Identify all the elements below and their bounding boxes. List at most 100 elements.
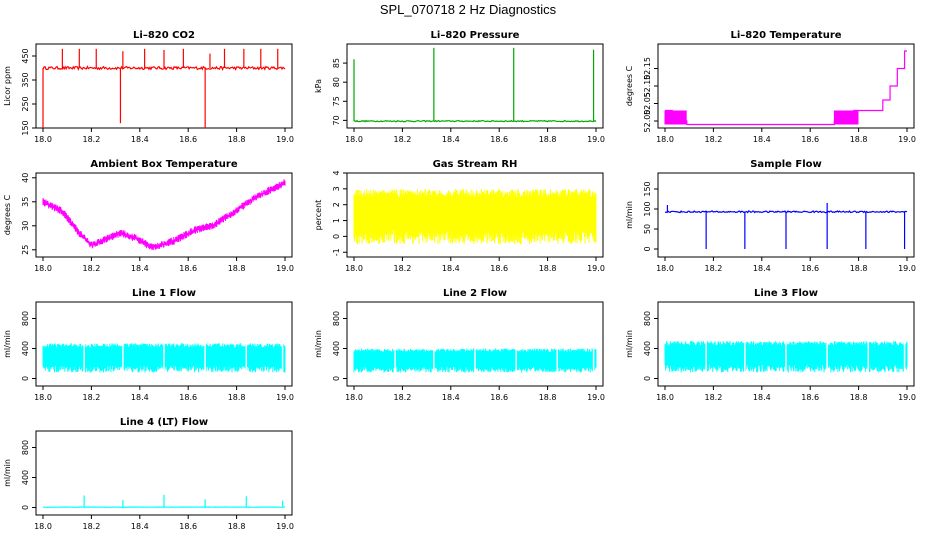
y-tick-label: 40 <box>21 173 30 183</box>
panel-line2: Line 2 Flow ml/min 0 400 800 18.0 18.2 18.4 18.6… <box>314 288 605 402</box>
y-tick-label: 150 <box>643 181 652 196</box>
panel-ambient: Ambient Box Temperature degrees C 25 30 35 40… <box>3 159 294 273</box>
y-tick-label: 0 <box>21 505 30 510</box>
x-tick-label: 19.0 <box>587 393 605 402</box>
x-tick-label: 18.0 <box>34 135 52 144</box>
y-tick-label: 80 <box>332 77 341 87</box>
y-tick-label: -1 <box>332 248 341 256</box>
x-tick-label: 19.0 <box>276 135 294 144</box>
plot-frame <box>657 301 915 387</box>
x-tick-label: 18.6 <box>801 135 819 144</box>
panel-line1: Line 1 Flow ml/min 0 400 800 18.0 18.2 18.4 18.6… <box>3 288 294 402</box>
y-axis-label: degrees C <box>625 65 634 106</box>
x-tick-label: 18.2 <box>82 393 100 402</box>
plot-frame <box>346 43 604 129</box>
series-line <box>353 188 597 245</box>
y-tick-label: 0 <box>643 376 652 381</box>
x-tick-label: 18.4 <box>442 393 460 402</box>
y-tick-label: 250 <box>21 96 30 111</box>
y-tick-label: 450 <box>21 48 30 63</box>
x-tick-label: 18.4 <box>131 393 149 402</box>
x-tick-label: 19.0 <box>587 135 605 144</box>
y-axis-label: percent <box>314 200 323 231</box>
y-tick-label: 800 <box>21 440 30 455</box>
x-tick-label: 18.0 <box>34 264 52 273</box>
panel-title: Line 4 (LT) Flow <box>120 417 208 428</box>
y-tick-label: 4 <box>332 170 341 175</box>
x-tick-label: 18.8 <box>539 135 557 144</box>
plot-frame <box>35 172 293 258</box>
x-tick-label: 18.8 <box>850 135 868 144</box>
x-tick-label: 18.4 <box>753 393 771 402</box>
y-axis-label: ml/min <box>3 459 12 487</box>
x-tick-label: 18.8 <box>539 393 557 402</box>
y-axis-label: kPa <box>314 79 323 93</box>
series-line <box>42 65 286 71</box>
x-tick-label: 18.0 <box>345 135 363 144</box>
x-tick-label: 18.8 <box>228 264 246 273</box>
panel-rh: Gas Stream RH percent -1 0 1 2 3 4 18.0 18.2 18.4 1… <box>314 159 605 273</box>
panel-title: Li–820 CO2 <box>133 30 195 41</box>
y-tick-label: 100 <box>643 201 652 216</box>
x-tick-label: 18.2 <box>393 135 411 144</box>
x-tick-label: 18.8 <box>228 522 246 531</box>
x-tick-label: 18.2 <box>82 264 100 273</box>
series-line <box>665 50 907 126</box>
y-tick-label: 400 <box>643 341 652 356</box>
plot-frame <box>346 172 604 258</box>
panel-title: Line 2 Flow <box>443 288 507 299</box>
panel-line4: Line 4 (LT) Flow ml/min 0 400 800 18.0 18.2 18.… <box>3 417 294 531</box>
y-tick-label: 52.10 <box>643 75 652 98</box>
x-tick-label: 19.0 <box>898 393 916 402</box>
x-tick-label: 19.0 <box>276 522 294 531</box>
panel-sample_flow: Sample Flow ml/min 0 50 100 150 18.0 18.2 18.4 18… <box>625 159 916 273</box>
x-tick-label: 18.6 <box>490 393 508 402</box>
series-line <box>353 119 597 123</box>
x-tick-label: 18.2 <box>704 393 722 402</box>
y-tick-label: 75 <box>332 96 341 106</box>
series-jitter <box>664 110 859 125</box>
y-tick-label: 52.00 <box>643 110 652 133</box>
plot-frame <box>35 430 293 516</box>
plot-frame <box>657 43 915 129</box>
x-tick-label: 18.6 <box>179 264 197 273</box>
x-tick-label: 18.0 <box>345 393 363 402</box>
x-tick-label: 19.0 <box>898 264 916 273</box>
y-tick-label: 25 <box>21 245 30 255</box>
x-tick-label: 18.0 <box>656 393 674 402</box>
y-axis-label: ml/min <box>314 330 323 358</box>
y-tick-label: 70 <box>332 115 341 125</box>
x-tick-label: 18.0 <box>34 393 52 402</box>
y-axis-label: degrees C <box>3 194 12 235</box>
y-tick-label: 0 <box>21 376 30 381</box>
y-tick-label: 800 <box>332 311 341 326</box>
x-tick-label: 18.6 <box>490 264 508 273</box>
x-tick-label: 18.2 <box>82 135 100 144</box>
x-tick-label: 18.6 <box>801 264 819 273</box>
series-line <box>42 179 286 251</box>
x-tick-label: 18.2 <box>393 264 411 273</box>
x-tick-label: 18.6 <box>490 135 508 144</box>
x-tick-label: 18.4 <box>131 264 149 273</box>
y-axis-label: ml/min <box>625 201 634 229</box>
y-tick-label: 400 <box>21 470 30 485</box>
x-tick-label: 19.0 <box>587 264 605 273</box>
x-tick-label: 18.6 <box>179 522 197 531</box>
x-tick-label: 18.4 <box>753 135 771 144</box>
x-tick-label: 19.0 <box>276 264 294 273</box>
y-tick-label: 150 <box>21 120 30 135</box>
panel-title: Li–820 Pressure <box>431 30 520 41</box>
y-tick-label: 0 <box>643 246 652 251</box>
panel-title: Line 3 Flow <box>754 288 818 299</box>
x-tick-label: 18.6 <box>801 393 819 402</box>
y-tick-label: 2 <box>332 202 341 207</box>
plot-frame <box>657 172 915 258</box>
panel-title: Ambient Box Temperature <box>90 159 237 170</box>
y-tick-label: 35 <box>21 197 30 207</box>
y-axis-label: ml/min <box>3 330 12 358</box>
x-tick-label: 18.6 <box>179 135 197 144</box>
y-tick-label: 400 <box>21 341 30 356</box>
y-tick-label: 1 <box>332 218 341 223</box>
